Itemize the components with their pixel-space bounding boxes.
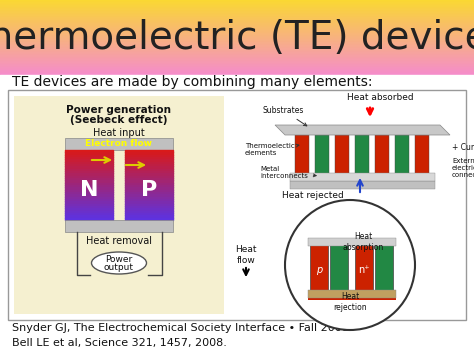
Bar bbox=[315, 135, 329, 175]
Text: Heat
absorption: Heat absorption bbox=[342, 232, 383, 252]
Text: Heat removal: Heat removal bbox=[86, 236, 152, 246]
Text: Thermoelectic
elements: Thermoelectic elements bbox=[245, 143, 299, 156]
Text: Power generation: Power generation bbox=[66, 105, 172, 115]
Bar bbox=[290, 181, 435, 189]
Text: output: output bbox=[104, 263, 134, 273]
Text: Snyder GJ, The Electrochemical Society Interface • Fall 2008: Snyder GJ, The Electrochemical Society I… bbox=[12, 323, 349, 333]
Bar bbox=[415, 135, 429, 175]
Bar bbox=[335, 135, 349, 175]
Bar bbox=[308, 238, 396, 246]
Text: P: P bbox=[141, 180, 157, 200]
Bar bbox=[355, 245, 373, 290]
Text: Heat
flow: Heat flow bbox=[235, 245, 257, 265]
Text: Substrates: Substrates bbox=[263, 106, 307, 126]
Polygon shape bbox=[275, 125, 450, 135]
Bar bbox=[65, 138, 173, 150]
Text: Electron flow: Electron flow bbox=[85, 140, 153, 148]
Bar bbox=[308, 290, 396, 300]
Bar bbox=[295, 135, 309, 175]
Text: Power: Power bbox=[105, 256, 133, 264]
FancyBboxPatch shape bbox=[8, 90, 466, 320]
FancyBboxPatch shape bbox=[14, 96, 224, 314]
Bar bbox=[308, 290, 396, 298]
Text: Heat input: Heat input bbox=[93, 128, 145, 138]
Bar bbox=[355, 135, 369, 175]
Text: Heat absorbed: Heat absorbed bbox=[346, 93, 413, 103]
Circle shape bbox=[285, 200, 415, 330]
Text: N: N bbox=[80, 180, 98, 200]
Text: Thermoelectric (TE) devices: Thermoelectric (TE) devices bbox=[0, 19, 474, 57]
Ellipse shape bbox=[91, 252, 146, 274]
Bar bbox=[375, 245, 393, 290]
Bar bbox=[290, 173, 435, 181]
Text: (Seebeck effect): (Seebeck effect) bbox=[70, 115, 168, 125]
Text: + Current: + Current bbox=[452, 143, 474, 153]
Text: TE devices are made by combining many elements:: TE devices are made by combining many el… bbox=[12, 75, 373, 89]
Text: Metal
interconnects: Metal interconnects bbox=[260, 166, 316, 179]
Text: Heat
rejection: Heat rejection bbox=[333, 292, 367, 312]
Text: p: p bbox=[316, 265, 322, 275]
Bar bbox=[65, 220, 173, 232]
Text: Bell LE et al, Science 321, 1457, 2008.: Bell LE et al, Science 321, 1457, 2008. bbox=[12, 338, 227, 348]
Bar bbox=[330, 245, 348, 290]
Text: External
electrical
connection: External electrical connection bbox=[452, 158, 474, 178]
Bar bbox=[395, 135, 409, 175]
Bar bbox=[375, 135, 389, 175]
Text: Heat rejected: Heat rejected bbox=[282, 191, 344, 200]
Text: n⁺: n⁺ bbox=[358, 265, 370, 275]
Bar bbox=[310, 245, 328, 290]
